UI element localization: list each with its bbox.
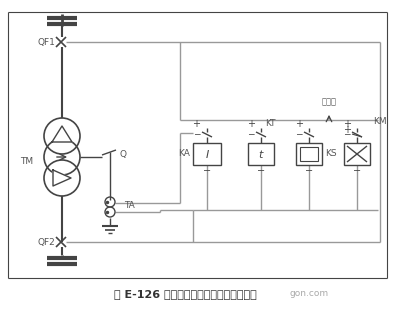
Polygon shape bbox=[52, 126, 72, 142]
Text: +: + bbox=[343, 125, 351, 135]
Text: QF1: QF1 bbox=[38, 38, 56, 47]
Text: KT: KT bbox=[265, 120, 275, 129]
Text: −: − bbox=[203, 166, 211, 176]
Text: +: + bbox=[343, 119, 351, 129]
Text: TA: TA bbox=[124, 202, 135, 211]
Text: $\mathit{t}$: $\mathit{t}$ bbox=[258, 148, 264, 160]
Text: −: − bbox=[343, 130, 351, 138]
Text: 至信号: 至信号 bbox=[322, 98, 337, 106]
Bar bbox=[296, 143, 322, 165]
Text: 图 E-126 变压器零序电流保护原理接线图: 图 E-126 变压器零序电流保护原理接线图 bbox=[114, 289, 256, 299]
Text: −: − bbox=[257, 166, 265, 176]
Text: QF2: QF2 bbox=[38, 238, 56, 247]
Text: TM: TM bbox=[20, 157, 33, 167]
Text: KS: KS bbox=[325, 150, 337, 158]
Text: −: − bbox=[353, 166, 361, 176]
Text: −: − bbox=[193, 130, 201, 138]
Text: Q: Q bbox=[120, 150, 127, 158]
Text: −: − bbox=[247, 130, 255, 138]
Bar bbox=[300, 147, 318, 161]
Text: KM: KM bbox=[373, 117, 387, 126]
Text: −: − bbox=[295, 130, 303, 138]
Bar bbox=[193, 143, 221, 165]
Text: +: + bbox=[247, 119, 255, 129]
Text: +: + bbox=[295, 119, 303, 129]
Text: $\mathit{I}$: $\mathit{I}$ bbox=[205, 148, 209, 160]
Polygon shape bbox=[53, 170, 71, 186]
Text: gon.com: gon.com bbox=[290, 290, 329, 299]
Text: KA: KA bbox=[178, 150, 190, 158]
Bar bbox=[344, 143, 370, 165]
Text: +: + bbox=[192, 119, 200, 129]
Text: −: − bbox=[305, 166, 313, 176]
Bar bbox=[248, 143, 274, 165]
